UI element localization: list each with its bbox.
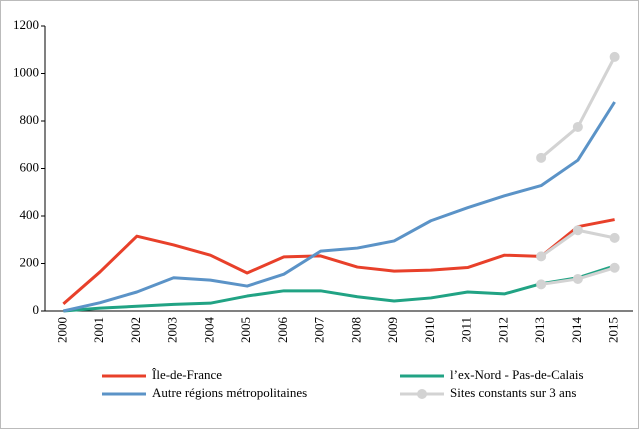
y-tick-label: 800 [20,112,40,127]
x-tick-label: 2000 [54,317,69,343]
x-tick-label: 2015 [606,317,621,343]
series-marker [536,251,547,262]
x-tick-label: 2003 [165,317,180,343]
y-tick-label: 200 [20,254,40,269]
x-tick-label: 2004 [201,317,216,344]
y-tick-label: 0 [33,302,40,317]
x-tick-label: 2013 [532,317,547,343]
x-tick-label: 2008 [348,317,363,343]
y-tick-label: 600 [20,159,40,174]
legend-label: l’ex-Nord - Pas-de-Calais [450,367,584,382]
series-marker [609,51,620,62]
series-line [63,264,616,313]
y-tick-label: 1000 [13,64,39,79]
x-tick-label: 2006 [275,317,290,344]
x-tick-label: 2009 [385,317,400,343]
series-marker [536,279,547,290]
x-tick-label: 2005 [238,317,253,343]
legend-label: Autre régions métropolitaines [152,385,307,400]
x-tick-label: 2002 [128,317,143,343]
legend-label: Sites constants sur 3 ans [450,385,576,400]
series-marker [572,225,583,236]
x-tick-label: 2011 [459,317,474,343]
x-tick-label: 2001 [91,317,106,343]
series-marker [572,121,583,132]
series-line [62,218,615,306]
x-tick-label: 2010 [422,317,437,343]
series-marker [572,273,583,284]
y-tick-label: 400 [20,207,40,222]
x-tick-label: 2007 [312,317,327,344]
y-tick-label: 1200 [13,17,39,32]
series-marker [609,262,620,273]
legend-marker [417,389,427,399]
legend-label: Île-de-France [152,367,222,382]
series-marker [536,152,547,163]
series-line [63,101,616,313]
x-tick-label: 2012 [495,317,510,343]
series-marker [609,232,620,243]
x-tick-label: 2014 [569,317,584,344]
